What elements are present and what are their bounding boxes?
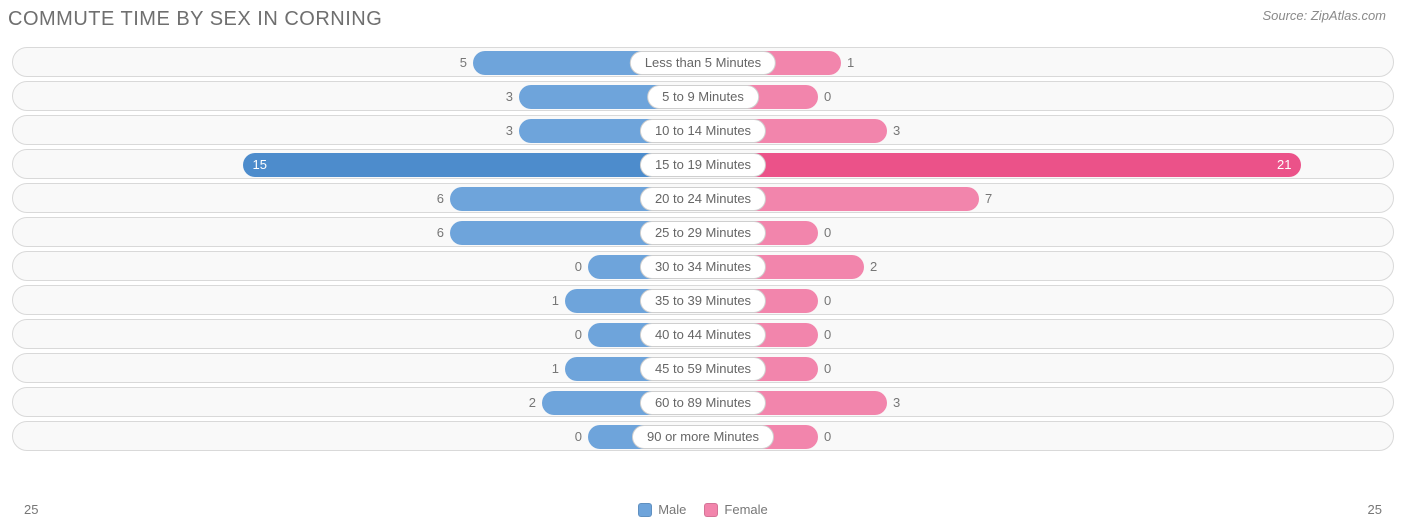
chart-source: Source: ZipAtlas.com xyxy=(1262,8,1386,23)
value-female: 0 xyxy=(824,320,831,350)
value-female: 3 xyxy=(893,388,900,418)
chart-row: Less than 5 Minutes 5 1 xyxy=(12,47,1394,77)
legend-item-male: Male xyxy=(638,502,686,517)
chart-title: COMMUTE TIME BY SEX IN CORNING xyxy=(8,8,382,31)
value-female: 21 xyxy=(1277,150,1291,180)
axis-max-right: 25 xyxy=(1342,502,1382,517)
value-male: 1 xyxy=(552,354,559,384)
value-male: 0 xyxy=(575,320,582,350)
value-male: 0 xyxy=(575,252,582,282)
value-female: 0 xyxy=(824,82,831,112)
legend-swatch-female xyxy=(704,503,718,517)
legend: Male Female xyxy=(64,502,1342,517)
category-label: 25 to 29 Minutes xyxy=(640,221,766,245)
value-male: 5 xyxy=(460,48,467,78)
value-male: 6 xyxy=(437,218,444,248)
chart-row: 40 to 44 Minutes 0 0 xyxy=(12,319,1394,349)
bar-male xyxy=(243,153,703,177)
value-male: 0 xyxy=(575,422,582,452)
chart-row: 90 or more Minutes 0 0 xyxy=(12,421,1394,451)
value-male: 15 xyxy=(253,150,267,180)
chart-footer: 25 Male Female 25 xyxy=(0,502,1406,517)
category-label: 60 to 89 Minutes xyxy=(640,391,766,415)
value-male: 2 xyxy=(529,388,536,418)
chart-row: 35 to 39 Minutes 1 0 xyxy=(12,285,1394,315)
value-male: 3 xyxy=(506,82,513,112)
legend-item-female: Female xyxy=(704,502,767,517)
category-label: Less than 5 Minutes xyxy=(630,51,776,75)
chart-row: 45 to 59 Minutes 1 0 xyxy=(12,353,1394,383)
value-female: 0 xyxy=(824,422,831,452)
value-male: 1 xyxy=(552,286,559,316)
category-label: 45 to 59 Minutes xyxy=(640,357,766,381)
chart-row: 60 to 89 Minutes 2 3 xyxy=(12,387,1394,417)
value-female: 0 xyxy=(824,354,831,384)
chart-row: 10 to 14 Minutes 3 3 xyxy=(12,115,1394,145)
category-label: 20 to 24 Minutes xyxy=(640,187,766,211)
category-label: 35 to 39 Minutes xyxy=(640,289,766,313)
category-label: 5 to 9 Minutes xyxy=(647,85,759,109)
chart-row: 30 to 34 Minutes 0 2 xyxy=(12,251,1394,281)
category-label: 10 to 14 Minutes xyxy=(640,119,766,143)
value-female: 0 xyxy=(824,286,831,316)
bar-female xyxy=(703,153,1301,177)
value-female: 7 xyxy=(985,184,992,214)
chart-row: 20 to 24 Minutes 6 7 xyxy=(12,183,1394,213)
axis-max-left: 25 xyxy=(24,502,64,517)
legend-label-male: Male xyxy=(658,502,686,517)
value-female: 1 xyxy=(847,48,854,78)
category-label: 15 to 19 Minutes xyxy=(640,153,766,177)
category-label: 30 to 34 Minutes xyxy=(640,255,766,279)
chart-area: Less than 5 Minutes515 to 9 Minutes3010 … xyxy=(0,35,1406,451)
category-label: 90 or more Minutes xyxy=(632,425,774,449)
legend-swatch-male xyxy=(638,503,652,517)
value-female: 3 xyxy=(893,116,900,146)
category-label: 40 to 44 Minutes xyxy=(640,323,766,347)
legend-label-female: Female xyxy=(724,502,767,517)
chart-row: 5 to 9 Minutes 3 0 xyxy=(12,81,1394,111)
value-male: 3 xyxy=(506,116,513,146)
value-male: 6 xyxy=(437,184,444,214)
chart-row: 15 to 19 Minutes 15 21 xyxy=(12,149,1394,179)
value-female: 2 xyxy=(870,252,877,282)
value-female: 0 xyxy=(824,218,831,248)
chart-row: 25 to 29 Minutes 6 0 xyxy=(12,217,1394,247)
